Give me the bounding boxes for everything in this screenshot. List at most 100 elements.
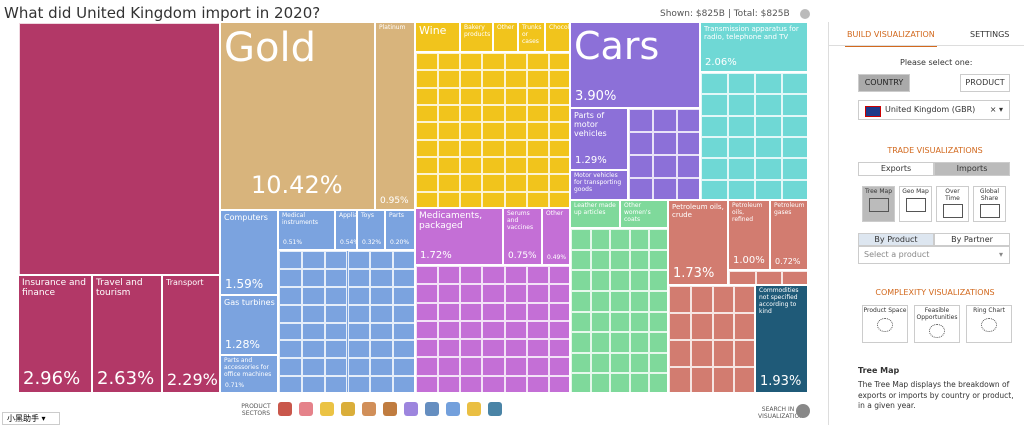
sector-icon[interactable] <box>341 402 355 416</box>
treemap-tile[interactable]: Trunks or cases <box>518 22 545 52</box>
tab-build[interactable]: BUILD VISUALIZATION <box>845 30 937 47</box>
mode-country[interactable]: COUNTRY <box>858 74 910 92</box>
treemap-cell <box>347 268 371 287</box>
sector-icon[interactable] <box>383 402 397 416</box>
treemap-cell <box>438 87 461 105</box>
treemap-tile[interactable]: Commodities not specified according to k… <box>755 285 808 393</box>
treemap-tile[interactable]: Medical instruments 0.51% <box>278 210 335 250</box>
treemap-tile[interactable]: Wine <box>415 22 460 52</box>
tile-label: Computers <box>224 213 268 222</box>
treemap-cell <box>755 94 782 116</box>
treemap-cell <box>393 322 414 341</box>
complexity-type[interactable]: Feasible Opportunities <box>914 305 960 343</box>
sector-icon[interactable] <box>467 402 481 416</box>
treemap-cell <box>729 271 756 284</box>
treemap-cell <box>370 358 394 377</box>
product-select[interactable]: Select a product ▾ <box>858 246 1010 264</box>
treemap-cell <box>548 53 569 71</box>
treemap-tile[interactable]: Petroleum gases 0.72% <box>770 200 808 270</box>
treemap-tile[interactable]: Cars 3.90% <box>570 22 700 108</box>
sectors-label: PRODUCT SECTORS <box>241 403 271 417</box>
treemap-tile[interactable]: Gold 10.42% <box>220 22 375 210</box>
treemap-cell <box>571 249 591 271</box>
treemap-tile[interactable]: Petroleum oils, crude 1.73% <box>668 200 728 285</box>
treemap-cell <box>438 105 461 123</box>
treemap-cell <box>279 251 302 269</box>
treemap-tile[interactable]: Parts of motor vehicles 1.29% <box>570 108 628 170</box>
treemap-tile[interactable]: Gas turbines 1.28% <box>220 295 278 355</box>
trade-type[interactable]: Geo Map <box>899 186 932 222</box>
treemap-tile[interactable]: Other 0.49% <box>542 208 570 265</box>
treemap-cell <box>393 268 414 287</box>
treemap-cell <box>701 158 728 180</box>
treemap-tile[interactable]: Transmission apparatus for radio, teleph… <box>700 22 808 72</box>
treemap-cell <box>677 132 699 155</box>
treemap-tile[interactable]: Travel and tourism 2.63% <box>92 275 162 393</box>
treemap-cell <box>649 373 667 392</box>
sector-icon[interactable] <box>446 402 460 416</box>
complexity-type[interactable]: Ring Chart <box>966 305 1012 343</box>
treemap-cell <box>416 375 439 392</box>
sector-icon[interactable] <box>278 402 292 416</box>
trade-type-label: Global Share <box>979 188 1000 202</box>
trade-type[interactable]: Over Time <box>936 186 969 222</box>
treemap-tile[interactable]: Appliances 0.54% <box>335 210 357 250</box>
treemap-tile[interactable]: Bakery products <box>460 22 493 52</box>
group-product[interactable]: By Product <box>858 233 934 246</box>
treemap-tile[interactable]: Insurance and finance 2.96% <box>18 275 92 393</box>
tile-label: Commodities not specified according to k… <box>759 287 799 315</box>
treemap-cell <box>504 139 527 157</box>
treemap-cell <box>438 266 461 285</box>
trade-type[interactable]: Tree Map <box>862 186 895 222</box>
treemap-tile[interactable]: Leather made up articles <box>570 200 620 228</box>
complexity-type[interactable]: Product Space <box>862 305 908 343</box>
tab-settings[interactable]: SETTINGS <box>970 30 1010 39</box>
treemap: Insurance and finance 2.96% Travel and tou… <box>18 22 808 393</box>
treemap-cell <box>279 358 302 377</box>
group-partner[interactable]: By Partner <box>934 233 1010 246</box>
treemap-tile[interactable]: Other women's coats <box>620 200 668 228</box>
trade-type-icon <box>905 197 926 212</box>
treemap-tile[interactable]: Parts and accessories for office machine… <box>220 355 278 393</box>
treemap-cell <box>548 70 569 88</box>
sector-icon[interactable] <box>320 402 334 416</box>
treemap-tile[interactable]: Medicaments, packaged 1.72% <box>415 208 503 265</box>
treemap-cell <box>590 290 611 312</box>
info-icon[interactable] <box>800 9 810 19</box>
treemap-tile[interactable]: Petroleum oils, refined 1.00% <box>728 200 770 270</box>
treemap-cell <box>610 332 630 353</box>
treemap-tile[interactable]: Parts 0.20% <box>385 210 415 250</box>
treemap-cell <box>482 70 505 88</box>
trade-type-label: Tree Map <box>864 188 893 195</box>
assistant-menu[interactable]: 小黑助手 ▾ <box>2 412 60 425</box>
country-select[interactable]: United Kingdom (GBR) × ▾ <box>858 100 1010 120</box>
sector-icon[interactable] <box>362 402 376 416</box>
treemap-tile[interactable]: Serums and vaccines 0.75% <box>503 208 542 265</box>
treemap-tile[interactable]: Other <box>493 22 518 52</box>
mode-product[interactable]: PRODUCT <box>960 74 1010 92</box>
treemap-filler <box>728 270 808 285</box>
treemap-tile[interactable]: Computers 1.59% <box>220 210 278 295</box>
page-title: What did United Kingdom import in 2020? <box>4 4 321 22</box>
sector-icon[interactable] <box>299 402 313 416</box>
treemap-cell <box>755 158 782 180</box>
treemap-cell <box>526 174 549 192</box>
tile-share: 0.75% <box>508 251 537 261</box>
trade-type[interactable]: Global Share <box>973 186 1006 222</box>
tile-share: 0.95% <box>380 196 409 206</box>
treemap-cell <box>504 174 527 192</box>
treemap-cell <box>629 249 650 271</box>
treemap-tile[interactable]: Toys 0.32% <box>357 210 385 250</box>
treemap-tile[interactable]: Transport 2.29% <box>162 275 220 393</box>
sector-icon[interactable] <box>488 402 502 416</box>
treemap-tile[interactable]: Motor vehicles for transporting goods <box>570 170 628 200</box>
search-button[interactable] <box>796 404 810 418</box>
sector-icon[interactable] <box>425 402 439 416</box>
treemap-cell <box>416 284 439 303</box>
flow-exports[interactable]: Exports <box>858 162 934 176</box>
treemap-cell <box>370 340 394 359</box>
sector-icon[interactable] <box>404 402 418 416</box>
treemap-tile[interactable]: Chocola... <box>545 22 570 52</box>
flow-imports[interactable]: Imports <box>934 162 1010 176</box>
treemap-tile[interactable]: Platinum 0.95% <box>375 22 415 210</box>
